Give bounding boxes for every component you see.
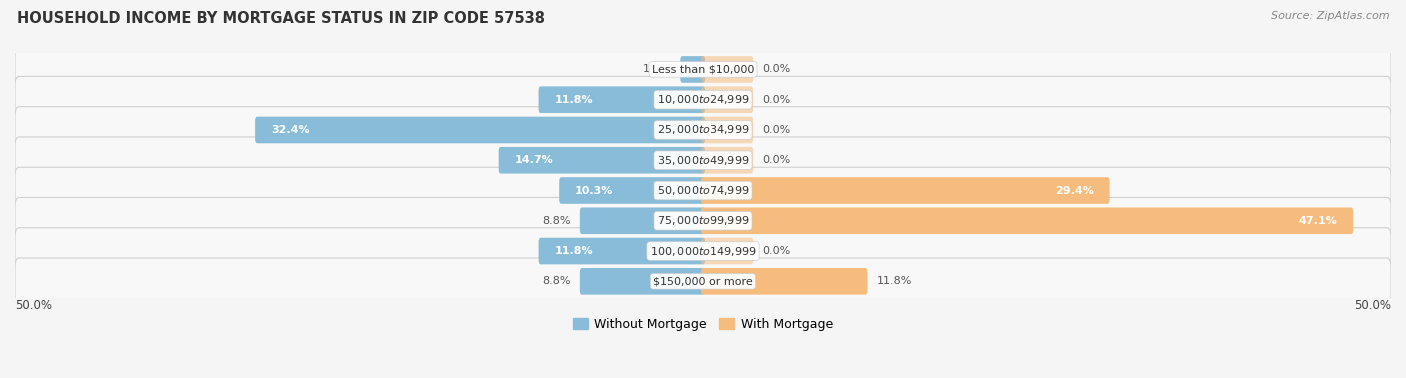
Text: $35,000 to $49,999: $35,000 to $49,999 [657, 154, 749, 167]
FancyBboxPatch shape [538, 238, 704, 264]
Text: 47.1%: 47.1% [1299, 216, 1337, 226]
Text: 50.0%: 50.0% [15, 299, 52, 311]
FancyBboxPatch shape [579, 208, 704, 234]
Text: HOUSEHOLD INCOME BY MORTGAGE STATUS IN ZIP CODE 57538: HOUSEHOLD INCOME BY MORTGAGE STATUS IN Z… [17, 11, 546, 26]
Text: 0.0%: 0.0% [762, 95, 790, 105]
Text: 8.8%: 8.8% [543, 276, 571, 286]
FancyBboxPatch shape [702, 87, 754, 113]
Text: 11.8%: 11.8% [876, 276, 911, 286]
Text: $75,000 to $99,999: $75,000 to $99,999 [657, 214, 749, 227]
FancyBboxPatch shape [538, 87, 704, 113]
Text: 11.8%: 11.8% [554, 95, 593, 105]
FancyBboxPatch shape [702, 117, 754, 143]
FancyBboxPatch shape [15, 107, 1391, 153]
Text: Less than $10,000: Less than $10,000 [652, 64, 754, 74]
FancyBboxPatch shape [15, 228, 1391, 274]
FancyBboxPatch shape [15, 167, 1391, 214]
FancyBboxPatch shape [702, 208, 1353, 234]
FancyBboxPatch shape [702, 268, 868, 294]
Text: $25,000 to $34,999: $25,000 to $34,999 [657, 124, 749, 136]
FancyBboxPatch shape [702, 238, 754, 264]
FancyBboxPatch shape [681, 56, 704, 83]
Text: $10,000 to $24,999: $10,000 to $24,999 [657, 93, 749, 106]
Text: 0.0%: 0.0% [762, 155, 790, 165]
FancyBboxPatch shape [15, 46, 1391, 93]
Text: 0.0%: 0.0% [762, 246, 790, 256]
Text: 0.0%: 0.0% [762, 64, 790, 74]
FancyBboxPatch shape [579, 268, 704, 294]
Text: 1.5%: 1.5% [643, 64, 671, 74]
Text: $100,000 to $149,999: $100,000 to $149,999 [650, 245, 756, 257]
Text: 14.7%: 14.7% [515, 155, 553, 165]
Text: 11.8%: 11.8% [554, 246, 593, 256]
Text: 32.4%: 32.4% [271, 125, 309, 135]
FancyBboxPatch shape [702, 147, 754, 174]
Text: $50,000 to $74,999: $50,000 to $74,999 [657, 184, 749, 197]
FancyBboxPatch shape [15, 197, 1391, 244]
FancyBboxPatch shape [702, 56, 754, 83]
Text: 10.3%: 10.3% [575, 186, 613, 195]
FancyBboxPatch shape [560, 177, 704, 204]
FancyBboxPatch shape [15, 76, 1391, 123]
FancyBboxPatch shape [15, 258, 1391, 305]
Text: 50.0%: 50.0% [1354, 299, 1391, 311]
Text: 0.0%: 0.0% [762, 125, 790, 135]
Text: 8.8%: 8.8% [543, 216, 571, 226]
Legend: Without Mortgage, With Mortgage: Without Mortgage, With Mortgage [568, 313, 838, 336]
FancyBboxPatch shape [702, 177, 1109, 204]
Text: 29.4%: 29.4% [1054, 186, 1094, 195]
FancyBboxPatch shape [15, 137, 1391, 184]
FancyBboxPatch shape [499, 147, 704, 174]
Text: Source: ZipAtlas.com: Source: ZipAtlas.com [1271, 11, 1389, 21]
FancyBboxPatch shape [254, 117, 704, 143]
Text: $150,000 or more: $150,000 or more [654, 276, 752, 286]
